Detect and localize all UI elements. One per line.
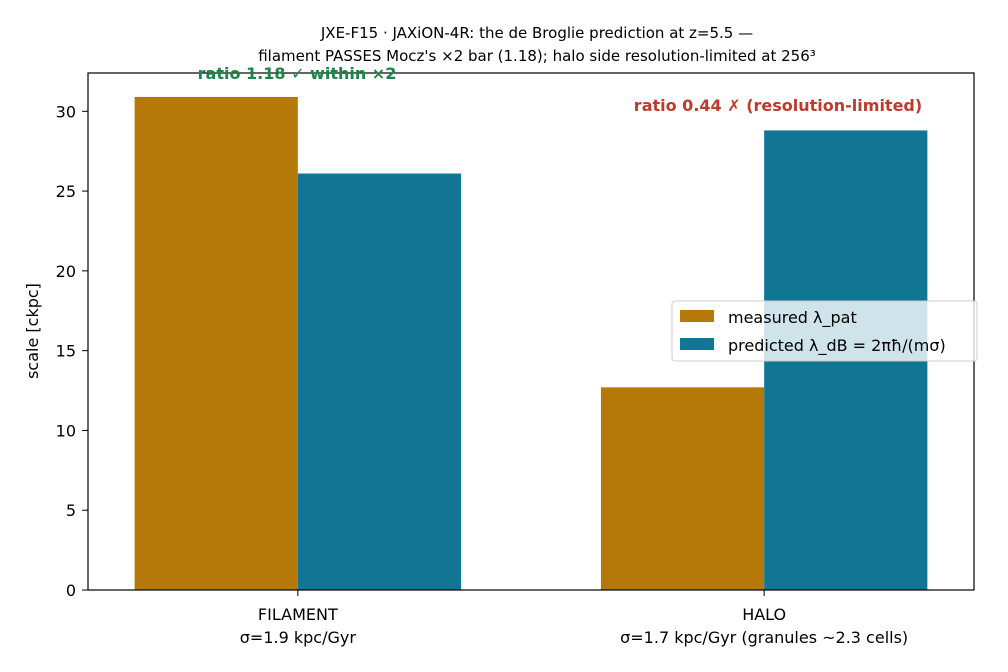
legend-swatch-predicted [680, 338, 714, 350]
x-tick-label: HALO [742, 605, 786, 624]
x-tick-label: σ=1.7 kpc/Gyr (granules ~2.3 cells) [620, 628, 908, 647]
legend-swatch-measured [680, 310, 714, 322]
chart-title: JXE-F15 · JAXiON-4R: the de Broglie pred… [258, 24, 816, 65]
bars-layer [134, 96, 928, 591]
y-tick-label: 20 [56, 262, 76, 281]
annotation-halo-ratio: ratio 0.44 ✗ (resolution-limited) [634, 96, 922, 115]
legend: measured λ_pat predicted λ_dB = 2πħ/(mσ) [671, 300, 978, 362]
y-tick-label: 15 [56, 342, 76, 361]
y-axis-label: scale [ckpc] [23, 283, 42, 379]
x-tick-label: FILAMENT [258, 605, 338, 624]
bar-measured-filament [134, 96, 298, 591]
y-tick-label: 10 [56, 421, 76, 440]
annotation-filament-ratio: ratio 1.18 ✓ within ×2 [198, 64, 397, 83]
chart-title-line-2: filament PASSES Mocz's ×2 bar (1.18); ha… [258, 47, 816, 65]
y-axis: 0 5 10 15 20 25 30 [56, 102, 88, 600]
y-tick-label: 30 [56, 102, 76, 121]
bar-measured-halo [600, 387, 765, 590]
bar-predicted-filament [297, 173, 462, 590]
x-tick-label: σ=1.9 kpc/Gyr [240, 628, 357, 647]
legend-label-predicted: predicted λ_dB = 2πħ/(mσ) [728, 336, 946, 356]
x-axis: FILAMENT σ=1.9 kpc/Gyr HALO σ=1.7 kpc/Gyr (… [240, 590, 908, 647]
y-tick-label: 5 [66, 501, 76, 520]
chart-title-line-1: JXE-F15 · JAXiON-4R: the de Broglie pred… [320, 24, 753, 42]
y-tick-label: 0 [66, 581, 76, 600]
legend-box [671, 300, 978, 362]
y-tick-label: 25 [56, 182, 76, 201]
legend-label-measured: measured λ_pat [728, 308, 857, 328]
